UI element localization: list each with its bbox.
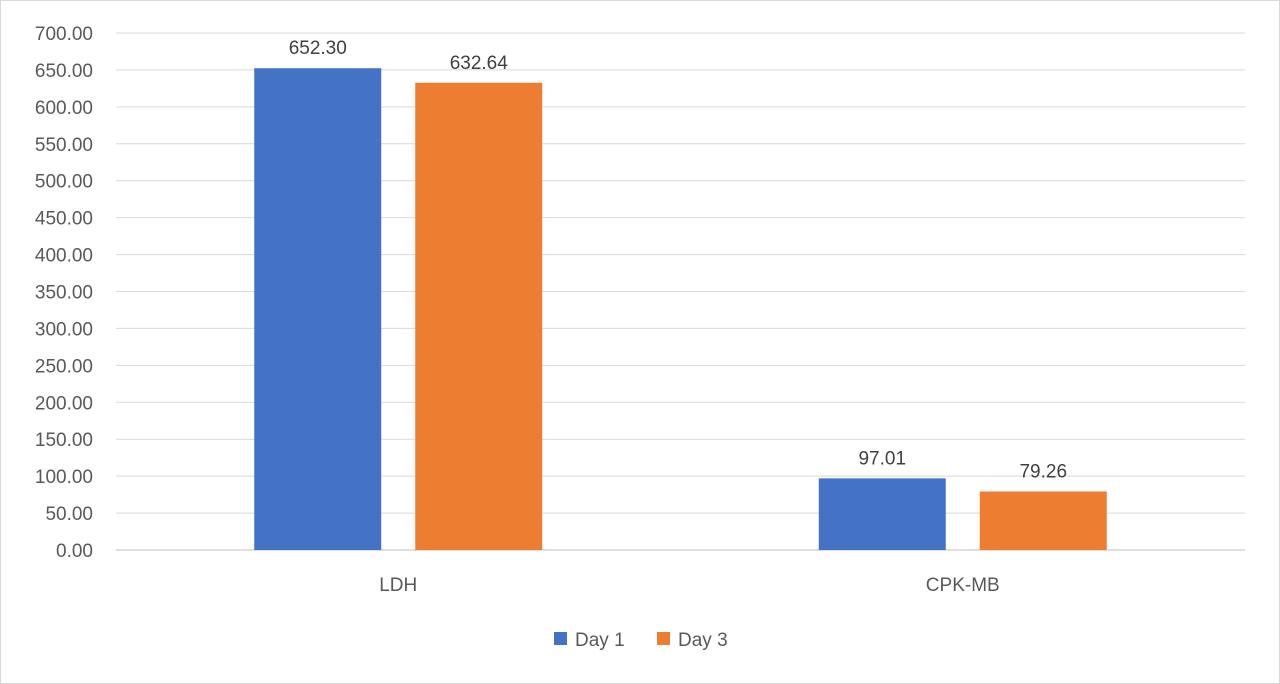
y-tick-label: 100.00 xyxy=(35,467,93,488)
y-tick-label: 150.00 xyxy=(35,430,93,451)
legend-swatch xyxy=(657,632,670,645)
y-tick-label: 700.00 xyxy=(35,24,93,45)
legend: Day 1 Day 3 xyxy=(554,630,728,651)
legend-label: Day 3 xyxy=(678,630,728,651)
y-tick-label: 250.00 xyxy=(35,356,93,377)
y-tick-label: 350.00 xyxy=(35,283,93,304)
bar xyxy=(415,82,543,550)
y-tick-label: 650.00 xyxy=(35,61,93,82)
y-axis-ticks: 0.00 50.00 100.00 150.00 200.00 250.00 300.00 3… xyxy=(35,24,93,562)
y-tick-label: 200.00 xyxy=(35,393,93,414)
y-tick-label: 550.00 xyxy=(35,135,93,156)
legend-swatch xyxy=(554,632,567,645)
y-tick-label: 450.00 xyxy=(35,209,93,230)
y-tick-label: 0.00 xyxy=(56,541,93,562)
bar xyxy=(979,491,1107,550)
bar xyxy=(818,478,946,550)
x-axis-categories: LDH CPK-MB xyxy=(379,575,999,596)
legend-item: Day 1 xyxy=(554,630,625,651)
data-labels: 652.30 632.64 97.01 79.26 xyxy=(289,38,1067,482)
bars xyxy=(254,68,1107,550)
y-tick-label: 400.00 xyxy=(35,246,93,267)
legend-item: Day 3 xyxy=(657,630,728,651)
y-tick-label: 300.00 xyxy=(35,319,93,340)
bar xyxy=(254,68,382,550)
data-label: 97.01 xyxy=(858,448,906,469)
category-label: LDH xyxy=(379,575,417,596)
data-label: 652.30 xyxy=(289,38,347,59)
category-label: CPK-MB xyxy=(926,575,1000,596)
data-label: 79.26 xyxy=(1019,461,1067,482)
y-tick-label: 600.00 xyxy=(35,98,93,119)
y-tick-label: 500.00 xyxy=(35,172,93,193)
data-label: 632.64 xyxy=(450,53,509,74)
legend-label: Day 1 xyxy=(575,630,625,651)
y-tick-label: 50.00 xyxy=(45,504,93,525)
